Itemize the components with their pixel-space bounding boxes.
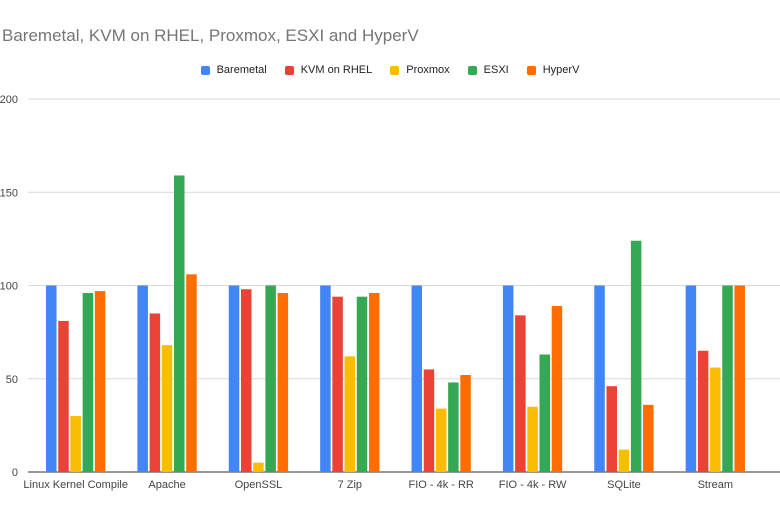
legend-item: KVM on RHEL	[284, 62, 373, 78]
x-tick-label: OpenSSL	[235, 479, 283, 491]
bar	[82, 292, 94, 472]
legend-item: Proxmox	[390, 62, 450, 78]
bar	[734, 285, 745, 472]
y-tick-label: 100	[0, 281, 18, 293]
x-axis-ticks: Linux Kernel Compile Apache OpenSSL 7 Zip FI…	[23, 479, 733, 491]
bar	[137, 285, 148, 472]
legend-swatch	[200, 65, 210, 75]
bar	[722, 285, 733, 472]
x-tick-label: FIO - 4k - RW	[499, 479, 567, 491]
bar	[228, 285, 240, 472]
bar	[697, 350, 709, 472]
legend-label: HyperV	[542, 64, 580, 76]
bar	[527, 406, 538, 472]
bar	[539, 354, 551, 472]
bar	[344, 356, 356, 472]
bar	[265, 285, 276, 472]
legend-swatch	[467, 65, 477, 75]
bar	[423, 369, 435, 472]
y-tick-label: 50	[6, 374, 18, 386]
bar	[606, 386, 617, 472]
y-tick-label: 200	[0, 94, 18, 106]
bars	[46, 175, 745, 472]
x-tick-label: Apache	[148, 479, 185, 491]
y-axis-ticks: 0 50 100 150 200	[0, 94, 18, 479]
x-tick-label: Linux Kernel Compile	[23, 479, 128, 491]
bar	[186, 274, 197, 472]
x-tick-label: 7 Zip	[338, 479, 362, 491]
bar	[161, 345, 173, 472]
bar	[551, 306, 563, 472]
bar	[320, 285, 331, 472]
legend-label: Proxmox	[406, 64, 450, 76]
y-tick-label: 150	[0, 187, 18, 199]
bar	[356, 296, 368, 472]
bar	[435, 408, 447, 472]
x-tick-label: FIO - 4k - RR	[408, 479, 473, 491]
legend-item: Baremetal	[200, 62, 267, 78]
bar	[46, 285, 57, 472]
legend-label: Baremetal	[216, 64, 267, 76]
bar	[643, 404, 654, 472]
legend: Baremetal KVM on RHEL Proxmox ESXI HyperV	[0, 62, 780, 78]
legend-swatch	[526, 65, 536, 75]
bar	[332, 296, 343, 472]
bar	[502, 285, 514, 472]
bar	[253, 462, 264, 472]
x-tick-label: SQLite	[607, 479, 641, 491]
bar	[368, 292, 380, 472]
x-tick-label: Stream	[698, 479, 733, 491]
bar	[94, 291, 106, 472]
bar	[594, 285, 605, 472]
bar	[411, 285, 423, 472]
legend-label: KVM on RHEL	[300, 64, 373, 76]
legend-swatch	[284, 65, 294, 75]
chart-title: Baremetal, KVM on RHEL, Proxmox, ESXI an…	[2, 26, 419, 45]
bar	[630, 240, 642, 472]
legend-item: HyperV	[526, 62, 580, 78]
legend-label: ESXI	[483, 64, 509, 76]
bar	[240, 289, 252, 472]
bar	[685, 285, 697, 472]
bar	[277, 292, 289, 472]
legend-item: ESXI	[467, 62, 509, 78]
y-tick-label: 0	[12, 467, 18, 479]
bar	[460, 375, 471, 472]
bar	[618, 449, 630, 472]
bar	[58, 320, 69, 472]
bar	[448, 382, 459, 472]
bar	[149, 313, 161, 472]
bar	[515, 315, 526, 472]
bar	[70, 416, 81, 472]
bar	[174, 175, 185, 472]
legend-swatch	[390, 65, 400, 75]
bar	[710, 367, 721, 472]
